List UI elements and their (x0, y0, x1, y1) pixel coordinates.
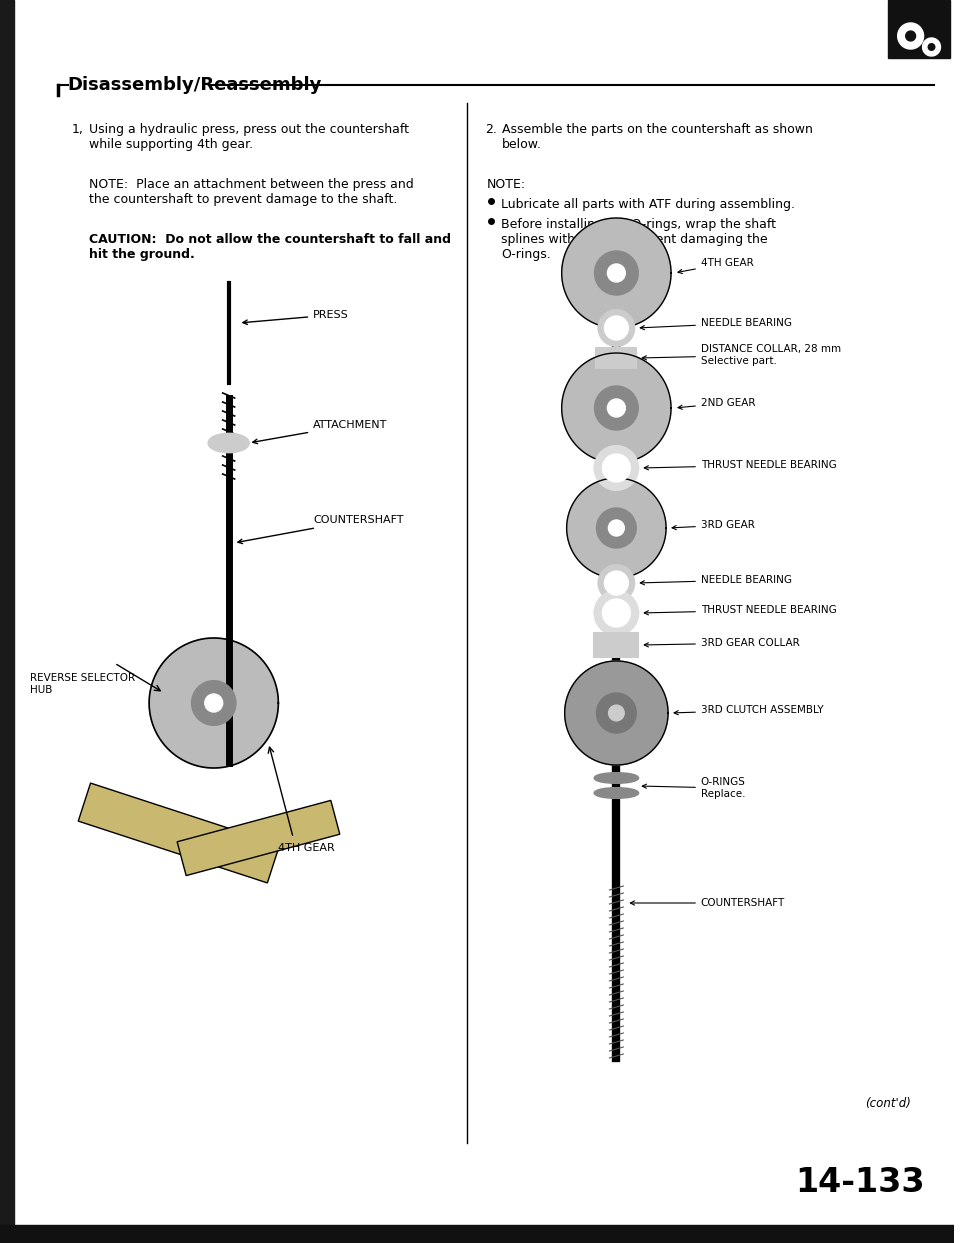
Circle shape (603, 599, 631, 626)
Text: 2.: 2. (485, 123, 497, 135)
Circle shape (594, 446, 638, 490)
Text: 4TH GEAR: 4TH GEAR (678, 259, 754, 273)
Text: O-RINGS
Replace.: O-RINGS Replace. (642, 777, 746, 799)
Ellipse shape (594, 773, 638, 783)
Circle shape (605, 571, 628, 595)
Text: 4TH GEAR: 4TH GEAR (278, 843, 335, 853)
Polygon shape (562, 353, 671, 462)
Text: ATTACHMENT: ATTACHMENT (252, 420, 388, 444)
Ellipse shape (594, 788, 638, 798)
Text: 3RD CLUTCH ASSEMBLY: 3RD CLUTCH ASSEMBLY (674, 705, 824, 715)
Text: 2ND GEAR: 2ND GEAR (678, 398, 756, 409)
Circle shape (598, 566, 635, 602)
Text: Assemble the parts on the countershaft as shown
below.: Assemble the parts on the countershaft a… (502, 123, 813, 150)
Text: COUNTERSHAFT: COUNTERSHAFT (631, 897, 785, 907)
Text: NOTE:: NOTE: (487, 178, 526, 191)
Text: 1,: 1, (72, 123, 84, 135)
Text: 3RD GEAR COLLAR: 3RD GEAR COLLAR (644, 638, 800, 648)
Circle shape (608, 264, 625, 282)
Circle shape (609, 520, 624, 536)
Circle shape (594, 251, 638, 295)
Circle shape (596, 694, 636, 733)
Text: 3RD GEAR: 3RD GEAR (672, 520, 755, 530)
Circle shape (609, 705, 624, 721)
Circle shape (605, 316, 628, 341)
Text: Before installing the O-rings, wrap the shaft
splines with tape to prevent damag: Before installing the O-rings, wrap the … (501, 218, 776, 261)
Text: Lubricate all parts with ATF during assembling.: Lubricate all parts with ATF during asse… (501, 198, 795, 211)
Text: NOTE:  Place an attachment between the press and
the countershaft to prevent dam: NOTE: Place an attachment between the pr… (89, 178, 414, 206)
Text: Disassembly/Reassembly: Disassembly/Reassembly (67, 76, 322, 94)
Bar (596, 348, 636, 368)
Bar (79, 783, 279, 883)
Circle shape (204, 694, 223, 712)
Polygon shape (923, 39, 941, 56)
Text: NEEDLE BEARING: NEEDLE BEARING (640, 576, 792, 585)
Polygon shape (149, 638, 278, 768)
Text: THRUST NEEDLE BEARING: THRUST NEEDLE BEARING (644, 460, 836, 470)
Ellipse shape (208, 434, 249, 452)
Text: DISTANCE COLLAR, 28 mm
Selective part.: DISTANCE COLLAR, 28 mm Selective part. (642, 344, 841, 365)
Polygon shape (564, 661, 668, 764)
Text: COUNTERSHAFT: COUNTERSHAFT (238, 515, 403, 543)
Circle shape (598, 310, 635, 346)
Text: NEEDLE BEARING: NEEDLE BEARING (640, 318, 792, 329)
Text: THRUST NEEDLE BEARING: THRUST NEEDLE BEARING (644, 605, 836, 615)
Circle shape (192, 681, 235, 725)
Text: CAUTION:  Do not allow the countershaft to fall and
hit the ground.: CAUTION: Do not allow the countershaft t… (89, 232, 451, 261)
Circle shape (928, 44, 935, 50)
Circle shape (603, 454, 631, 482)
Bar (594, 633, 638, 658)
Text: PRESS: PRESS (243, 310, 348, 324)
Polygon shape (566, 479, 666, 578)
Polygon shape (562, 218, 671, 328)
Bar (0, 0, 13, 1243)
Circle shape (594, 387, 638, 430)
Circle shape (596, 508, 636, 548)
Bar (888, 0, 950, 58)
Text: REVERSE SELECTOR
HUB: REVERSE SELECTOR HUB (30, 672, 135, 695)
Bar (178, 800, 340, 875)
Text: carmanualsonline.info: carmanualsonline.info (756, 1228, 871, 1238)
Circle shape (905, 31, 916, 41)
Text: Using a hydraulic press, press out the countershaft
while supporting 4th gear.: Using a hydraulic press, press out the c… (89, 123, 410, 150)
Circle shape (608, 399, 625, 416)
Circle shape (594, 590, 638, 635)
Bar (0, 1226, 954, 1243)
Text: 14-133: 14-133 (795, 1166, 924, 1199)
Polygon shape (898, 24, 924, 48)
Text: (cont'd): (cont'd) (865, 1096, 911, 1110)
